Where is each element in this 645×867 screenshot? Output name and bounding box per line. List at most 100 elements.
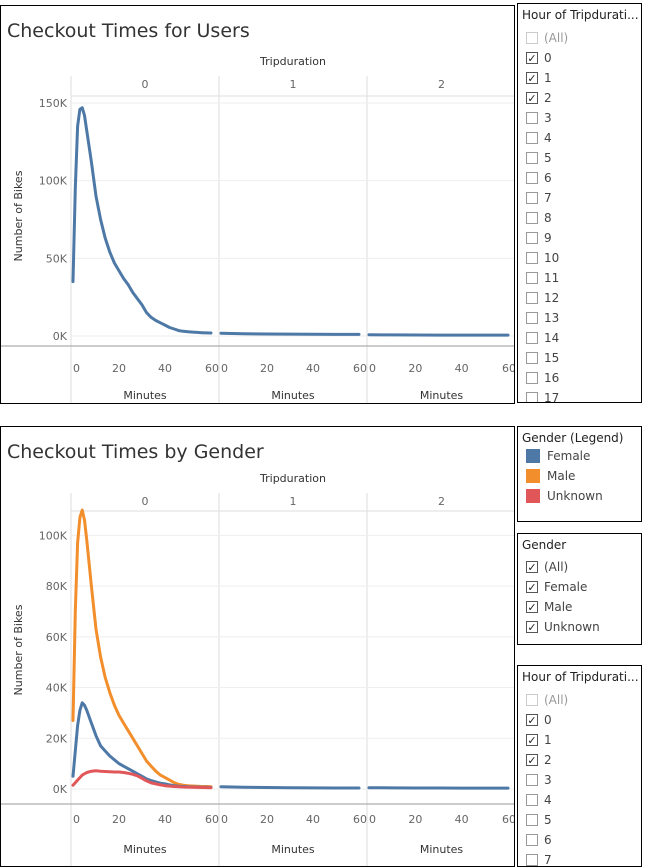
x-axis-label: Minutes	[123, 389, 167, 402]
checkbox-checked[interactable]: ✓	[526, 580, 538, 594]
checkbox[interactable]	[526, 212, 538, 224]
filter-item[interactable]: 14	[526, 328, 637, 348]
filter-item[interactable]: 7	[526, 188, 637, 208]
filter-item-label: 1	[544, 733, 552, 747]
checkbox[interactable]	[526, 814, 538, 826]
checkbox-checked[interactable]: ✓	[526, 600, 538, 614]
checkbox[interactable]	[526, 32, 538, 44]
y-tick-label: 150K	[39, 97, 68, 110]
filter-item[interactable]: 3	[526, 770, 637, 790]
checkbox-checked[interactable]: ✓	[526, 620, 538, 634]
filter-item-label: 2	[544, 753, 552, 767]
filter-item[interactable]: 5	[526, 810, 637, 830]
checkbox[interactable]	[526, 132, 538, 144]
checkbox[interactable]	[526, 232, 538, 244]
filter-item[interactable]: (All)	[526, 28, 637, 48]
checkbox[interactable]	[526, 112, 538, 124]
series-line-female-panel-1[interactable]	[219, 785, 361, 790]
filter-item[interactable]: ✓ Female	[526, 577, 637, 597]
checkbox[interactable]	[526, 332, 538, 344]
series-line-male-panel-0[interactable]	[71, 508, 213, 789]
filter-item[interactable]: 4	[526, 128, 637, 148]
filter-item[interactable]: 5	[526, 148, 637, 168]
checkbox[interactable]	[526, 392, 538, 402]
x-tick-label: 0	[369, 813, 376, 826]
filter-item-label: Female	[544, 580, 588, 594]
filter-item-label: 1	[544, 71, 552, 85]
filter-item[interactable]: 15	[526, 348, 637, 368]
x-tick-label: 60	[502, 813, 515, 826]
filter-title: Hour of Tripdurati...	[522, 670, 639, 684]
filter-item[interactable]: ✓ 0	[526, 710, 637, 730]
filter-item[interactable]: 4	[526, 790, 637, 810]
legend-item[interactable]: Female	[526, 446, 637, 466]
filter-item[interactable]: 11	[526, 268, 637, 288]
filter-item[interactable]: ✓ 2	[526, 88, 637, 108]
gender-legend-panel: Gender (Legend) Female Male Unknown	[517, 426, 642, 522]
filter-item[interactable]: ✓ Male	[526, 597, 637, 617]
filter-item[interactable]: 12	[526, 288, 637, 308]
filter-item[interactable]: 3	[526, 108, 637, 128]
legend-item[interactable]: Male	[526, 466, 637, 486]
checkbox-checked[interactable]: ✓	[526, 91, 538, 105]
filter-item[interactable]: (All)	[526, 690, 637, 710]
x-tick-label: 40	[158, 362, 172, 375]
x-axis-label: Minutes	[123, 843, 167, 856]
filter-item[interactable]: 6	[526, 168, 637, 188]
checkbox[interactable]	[526, 794, 538, 806]
filter-item-label: 0	[544, 51, 552, 65]
series-line-unknown-panel-0[interactable]	[71, 769, 213, 790]
checkbox[interactable]	[526, 834, 538, 846]
chart-gender-card: Checkout Times by Gender Tripduration 0 1 2…	[0, 426, 515, 867]
facet-header: Tripduration	[259, 55, 326, 68]
filter-item[interactable]: ✓ 2	[526, 750, 637, 770]
filter-item[interactable]: ✓ 1	[526, 68, 637, 88]
filter-item-label: 0	[544, 713, 552, 727]
series-line-users-panel-0[interactable]	[71, 106, 213, 335]
checkbox-checked[interactable]: ✓	[526, 733, 538, 747]
checkbox-checked[interactable]: ✓	[526, 71, 538, 85]
x-tick-label: 20	[260, 813, 274, 826]
filter-item-label: 17	[544, 391, 560, 403]
y-tick-label: 100K	[39, 175, 68, 188]
panel-label: 0	[142, 495, 149, 508]
gender-filter-panel: Gender ✓ (All) ✓ Female ✓ Male ✓ Unknown	[517, 533, 642, 645]
filter-item[interactable]: 6	[526, 830, 637, 850]
checkbox-checked[interactable]: ✓	[526, 51, 538, 65]
x-tick-label: 0	[73, 362, 80, 375]
legend-item[interactable]: Unknown	[526, 486, 637, 506]
checkbox[interactable]	[526, 312, 538, 324]
checkbox[interactable]	[526, 372, 538, 384]
filter-item[interactable]: 10	[526, 248, 637, 268]
checkbox[interactable]	[526, 152, 538, 164]
filter-item[interactable]: ✓ 0	[526, 48, 637, 68]
filter-item[interactable]: 17	[526, 388, 637, 403]
checkbox[interactable]	[526, 252, 538, 264]
filter-item[interactable]: 8	[526, 208, 637, 228]
filter-item[interactable]: ✓ Unknown	[526, 617, 637, 637]
series-line-users-panel-1[interactable]	[219, 331, 361, 336]
series-line-female-panel-0[interactable]	[71, 701, 213, 789]
checkbox[interactable]	[526, 694, 538, 706]
filter-item[interactable]: 16	[526, 368, 637, 388]
checkbox[interactable]	[526, 272, 538, 284]
checkbox[interactable]	[526, 774, 538, 786]
filter-item-label: 3	[544, 773, 552, 787]
checkbox-checked[interactable]: ✓	[526, 713, 538, 727]
filter-item[interactable]: 7	[526, 850, 637, 866]
checkbox[interactable]	[526, 172, 538, 184]
filter-item[interactable]: ✓ (All)	[526, 557, 637, 577]
checkbox[interactable]	[526, 854, 538, 866]
filter-title: Hour of Tripdurati...	[522, 8, 639, 22]
checkbox-checked[interactable]: ✓	[526, 753, 538, 767]
x-tick-label: 20	[112, 362, 126, 375]
y-tick-label: 0K	[53, 783, 68, 796]
x-axis-label: Minutes	[420, 843, 464, 856]
filter-item[interactable]: 9	[526, 228, 637, 248]
filter-item[interactable]: ✓ 1	[526, 730, 637, 750]
checkbox[interactable]	[526, 352, 538, 364]
checkbox[interactable]	[526, 192, 538, 204]
filter-item[interactable]: 13	[526, 308, 637, 328]
checkbox-checked[interactable]: ✓	[526, 560, 538, 574]
checkbox[interactable]	[526, 292, 538, 304]
